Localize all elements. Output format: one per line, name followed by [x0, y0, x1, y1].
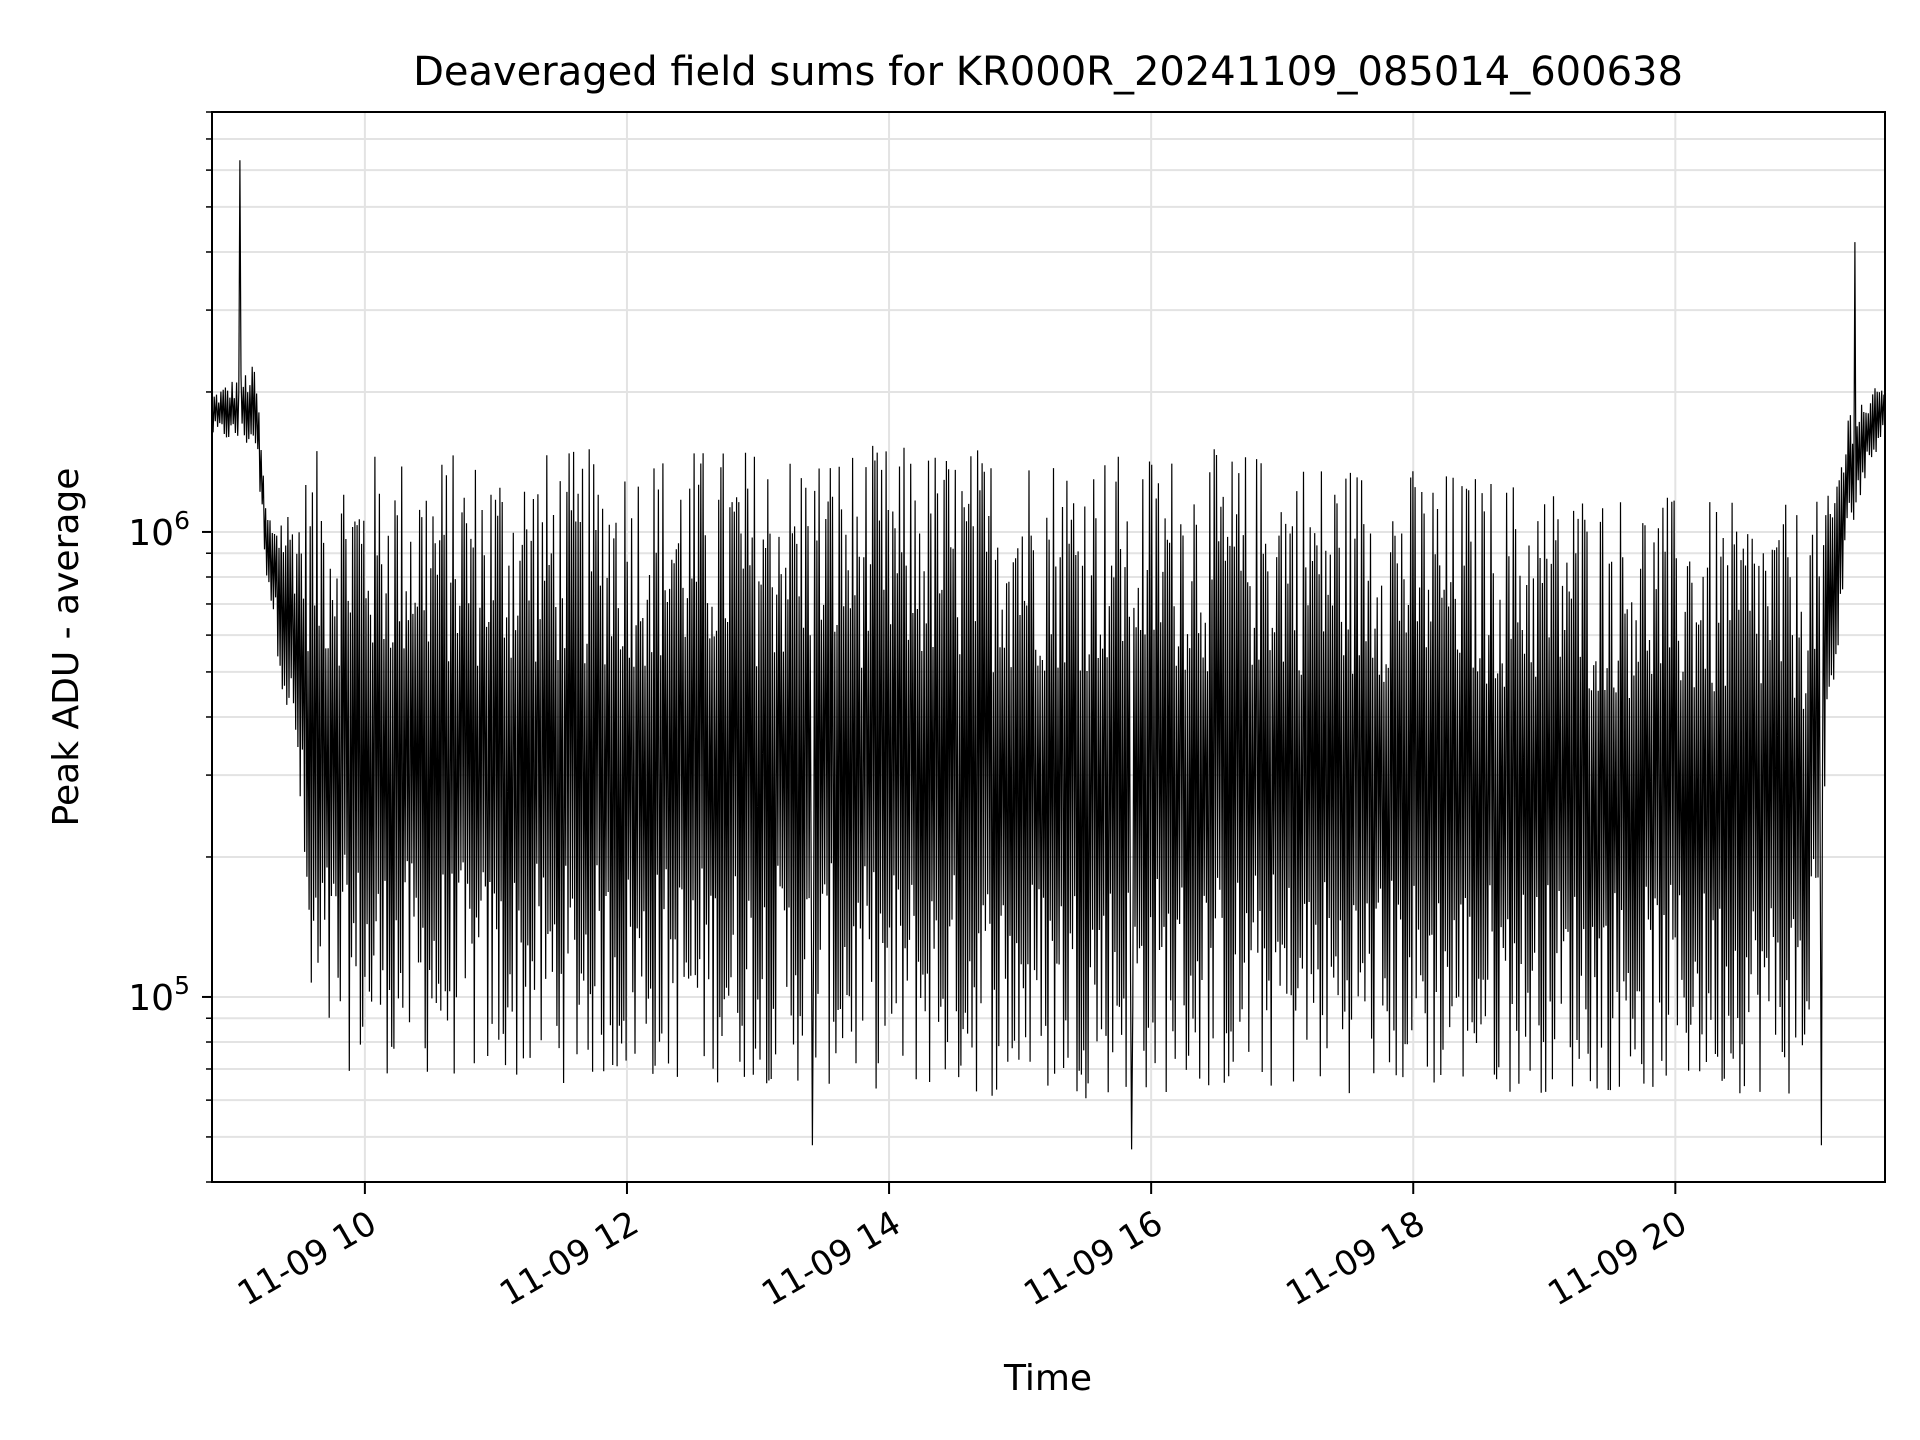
y-tick-label: 106: [128, 506, 190, 554]
series-line: [211, 160, 1886, 1150]
chart-title: Deaveraged field sums for KR000R_2024110…: [413, 49, 1683, 95]
y-tick-label: 105: [128, 971, 190, 1019]
plot-frame: [211, 111, 1886, 1183]
y-axis: 105 106: [128, 111, 212, 1183]
series-path: [211, 160, 1886, 1150]
y-axis-label: Peak ADU - average: [46, 468, 87, 827]
x-axis-label: Time: [1003, 1358, 1092, 1399]
